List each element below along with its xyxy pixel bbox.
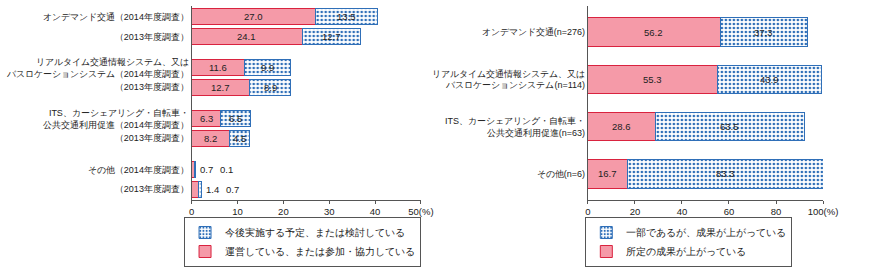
svg-text:12.7: 12.7 — [211, 82, 230, 93]
svg-text:11.6: 11.6 — [209, 62, 227, 73]
svg-text:30: 30 — [324, 206, 335, 217]
svg-text:8.2: 8.2 — [204, 133, 217, 144]
svg-text:80: 80 — [771, 206, 782, 217]
svg-text:12.7: 12.7 — [322, 31, 341, 42]
svg-text:1.4: 1.4 — [206, 184, 219, 195]
svg-text:40: 40 — [677, 206, 688, 217]
svg-text:所定の成果が上がっている: 所定の成果が上がっている — [626, 246, 746, 257]
svg-text:40: 40 — [370, 206, 381, 217]
svg-text:0: 0 — [189, 206, 194, 217]
svg-text:0.7: 0.7 — [200, 164, 213, 175]
svg-text:100(%): 100(%) — [808, 206, 839, 217]
svg-text:オンデマンド交通(n=276): オンデマンド交通(n=276) — [482, 27, 585, 37]
svg-text:63.5: 63.5 — [720, 121, 739, 132]
svg-text:（2013年度調査）: （2013年度調査） — [115, 32, 189, 42]
svg-text:（2013年度調査）: （2013年度調査） — [115, 184, 189, 194]
svg-text:（2013年度調査）: （2013年度調査） — [115, 82, 189, 92]
svg-text:リアルタイム交通情報システム、又はバスロケーションシステム（: リアルタイム交通情報システム、又はバスロケーションシステム（2014年度調査） — [6, 57, 189, 79]
svg-text:8.9: 8.9 — [264, 82, 277, 93]
svg-text:27.0: 27.0 — [244, 11, 263, 22]
svg-text:50(%): 50(%) — [408, 206, 433, 217]
svg-text:6.5: 6.5 — [229, 113, 242, 124]
svg-text:0: 0 — [585, 206, 590, 217]
svg-text:60: 60 — [724, 206, 735, 217]
svg-text:37.3: 37.3 — [754, 27, 773, 38]
svg-text:28.6: 28.6 — [612, 121, 631, 132]
svg-text:今後実施する予定、または検討している: 今後実施する予定、または検討している — [225, 227, 405, 238]
svg-text:4.5: 4.5 — [233, 133, 246, 144]
svg-text:83.3: 83.3 — [716, 168, 735, 179]
svg-text:オンデマンド交通（2014年度調査）: オンデマンド交通（2014年度調査） — [43, 12, 189, 22]
svg-text:13.5: 13.5 — [337, 11, 356, 22]
svg-text:運営している、または参加・協力している: 運営している、または参加・協力している — [225, 246, 415, 257]
svg-text:24.1: 24.1 — [237, 31, 256, 42]
svg-text:その他（2014年度調査）: その他（2014年度調査） — [88, 165, 189, 175]
svg-text:その他(n=6): その他(n=6) — [537, 169, 585, 179]
svg-text:43.9: 43.9 — [760, 74, 779, 85]
svg-text:ITS、カーシェアリング・自転車・公共交通利用促進(n=63: ITS、カーシェアリング・自転車・公共交通利用促進(n=63) — [445, 116, 585, 138]
svg-text:10: 10 — [232, 206, 243, 217]
svg-text:一部であるが、成果が上がっている: 一部であるが、成果が上がっている — [626, 227, 786, 238]
svg-text:20: 20 — [630, 206, 641, 217]
svg-text:20: 20 — [278, 206, 289, 217]
svg-text:リアルタイム交通情報システム、又はバスロケーションシステム(: リアルタイム交通情報システム、又はバスロケーションシステム(n=114) — [432, 69, 585, 91]
svg-text:9.9: 9.9 — [261, 62, 274, 73]
svg-text:6.3: 6.3 — [200, 113, 213, 124]
svg-text:（2013年度調査）: （2013年度調査） — [115, 133, 189, 143]
svg-text:0.7: 0.7 — [226, 184, 239, 195]
svg-text:0.1: 0.1 — [220, 164, 233, 175]
svg-text:55.3: 55.3 — [643, 74, 662, 85]
svg-text:16.7: 16.7 — [598, 168, 617, 179]
svg-text:56.2: 56.2 — [644, 27, 663, 38]
svg-text:ITS、カーシェアリング・自転車・公共交通利用促進（2014: ITS、カーシェアリング・自転車・公共交通利用促進（2014年度調査） — [43, 108, 189, 130]
